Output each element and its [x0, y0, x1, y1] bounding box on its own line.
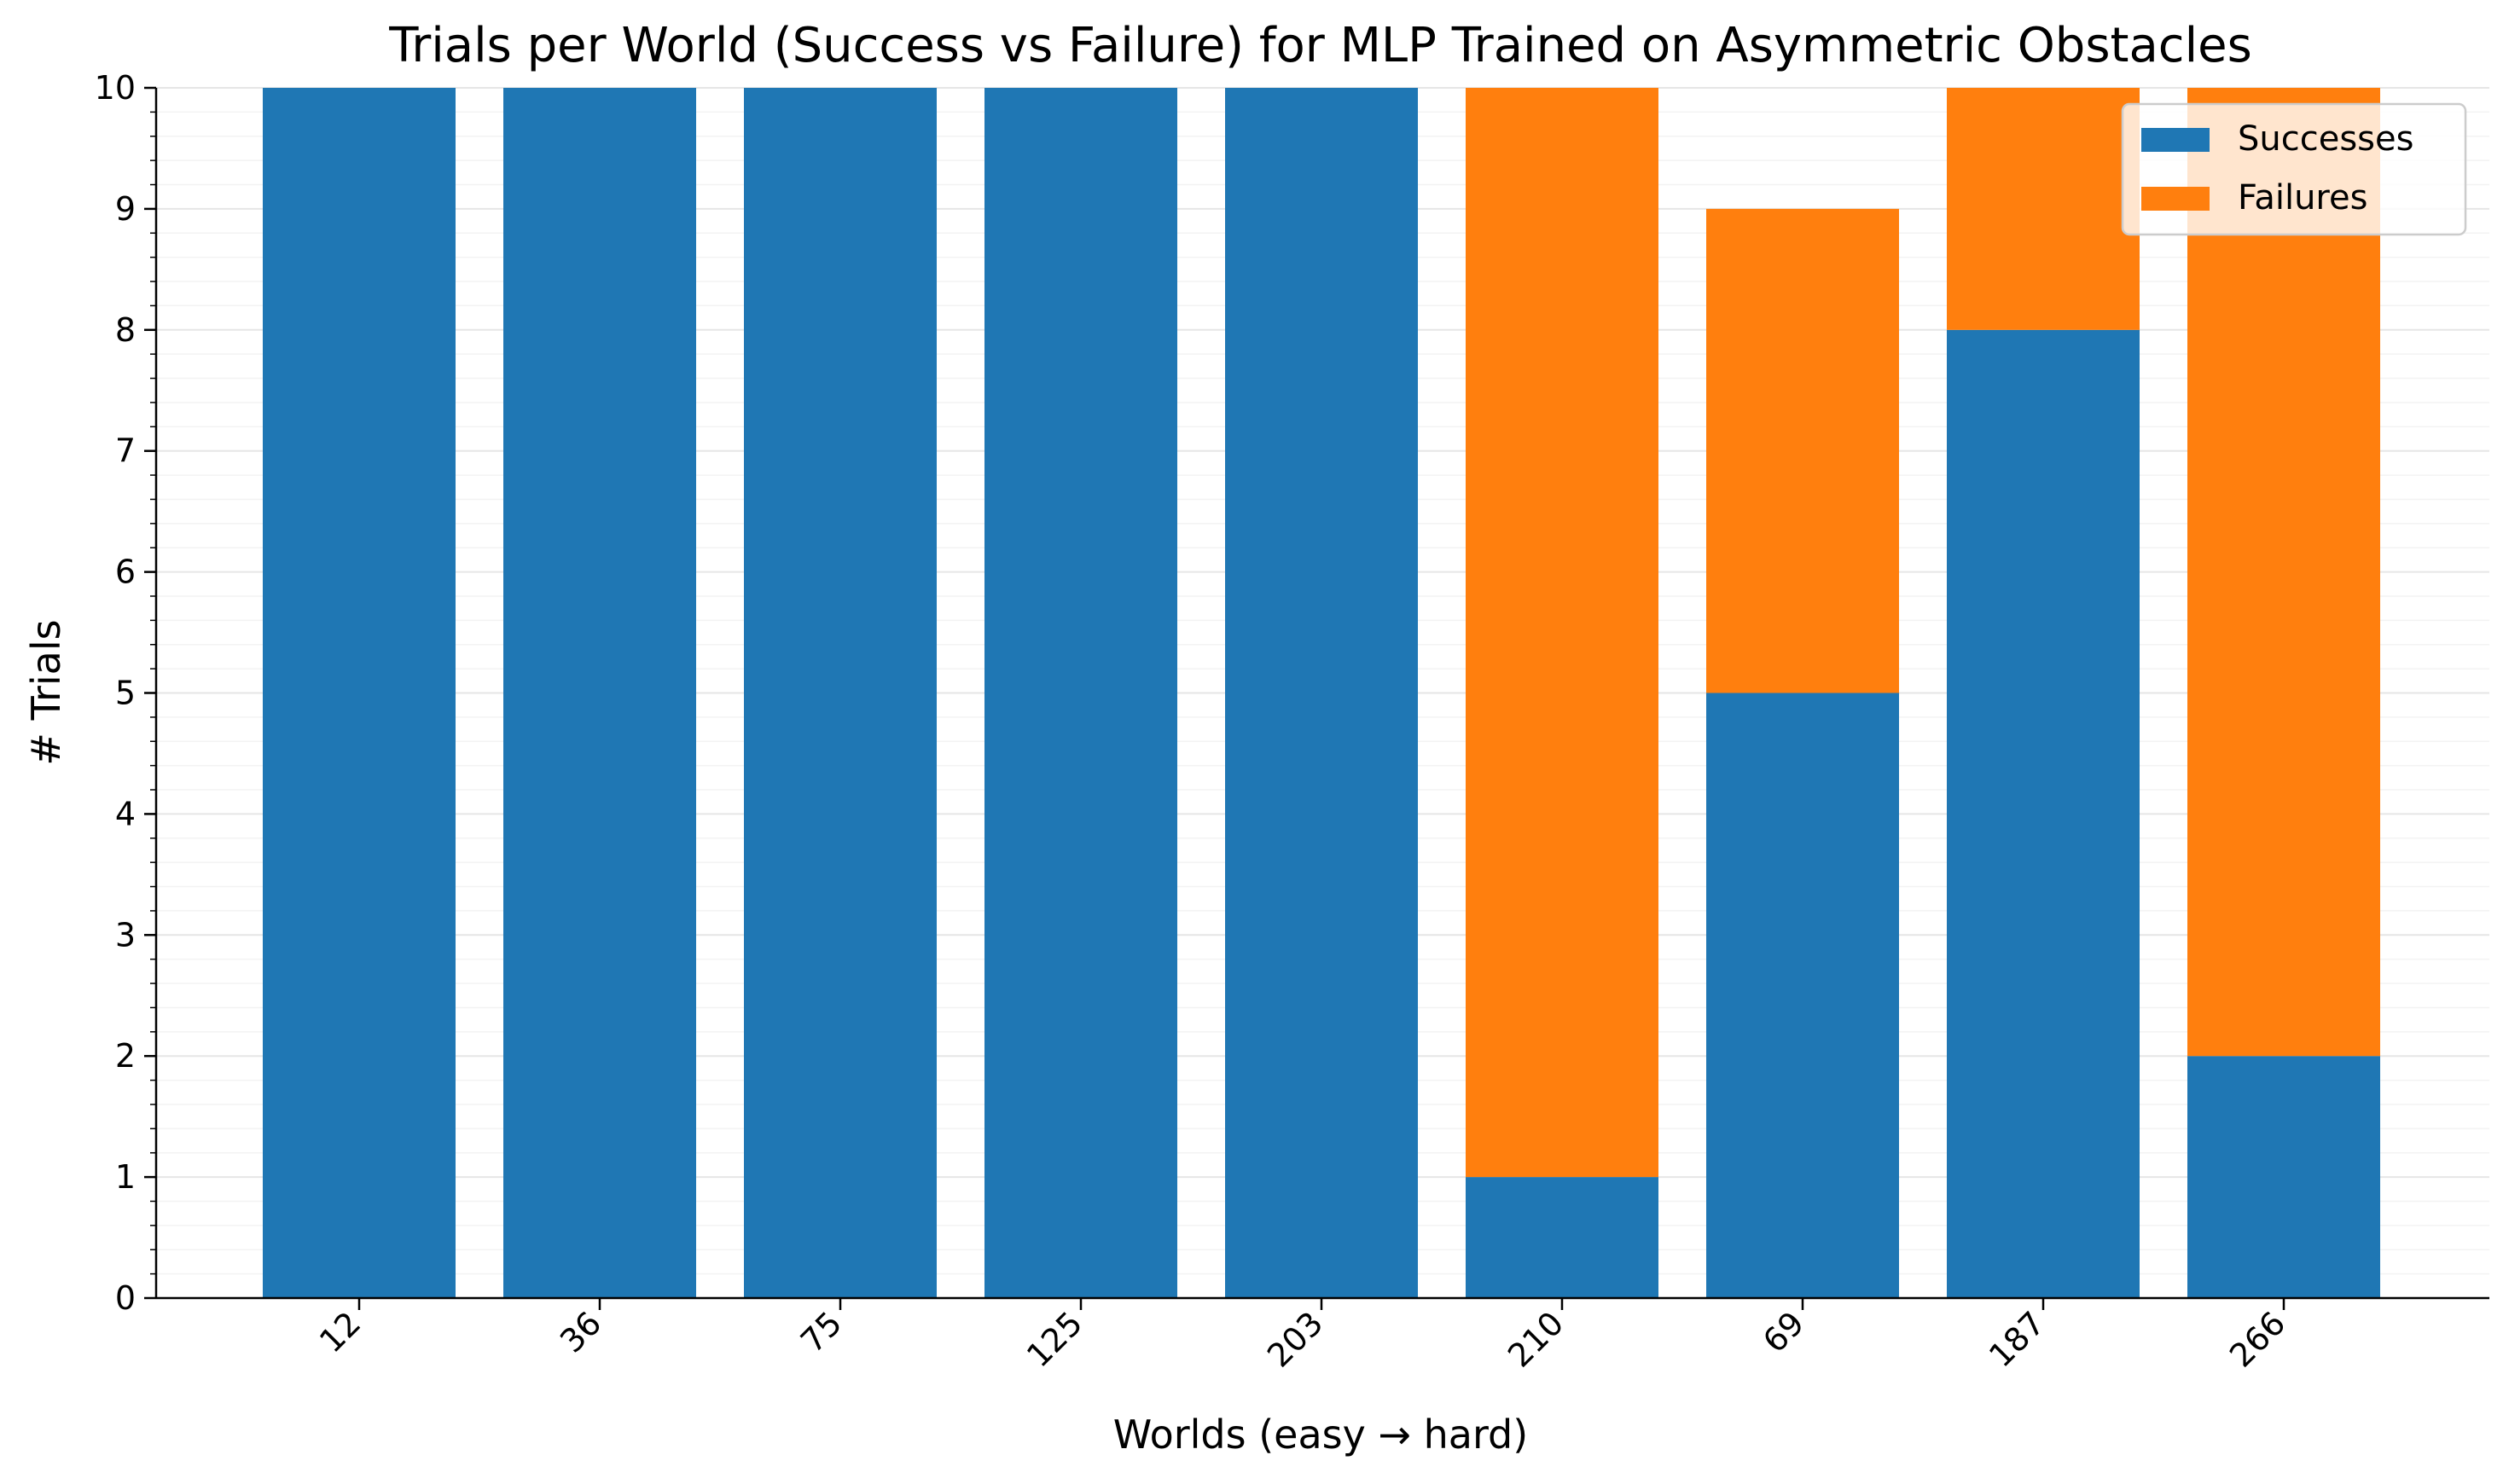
y-tick-label: 2: [115, 1037, 136, 1075]
bar-successes-12: [263, 88, 456, 1298]
bar-failures-210: [1466, 88, 1658, 1178]
x-tick-label: 187: [1982, 1304, 2052, 1374]
bar-successes-69: [1706, 693, 1899, 1298]
bar-successes-75: [744, 88, 937, 1298]
legend-swatch-successes: [2141, 128, 2210, 152]
x-tick-label: 125: [1019, 1304, 1089, 1374]
x-tick-label: 210: [1501, 1304, 1571, 1374]
chart-title: Trials per World (Success vs Failure) fo…: [388, 18, 2252, 73]
y-tick-label: 0: [115, 1279, 136, 1317]
bar-successes-203: [1225, 88, 1418, 1298]
x-tick-label: 75: [793, 1304, 849, 1359]
y-tick-label: 6: [115, 554, 136, 591]
legend-label-successes: Successes: [2238, 119, 2413, 159]
y-tick-label: 1: [115, 1158, 136, 1196]
legend: Successes Failures: [2121, 102, 2467, 236]
bar-successes-187: [1947, 329, 2140, 1298]
x-tick-label: 12: [312, 1304, 368, 1359]
bar-failures-266: [2187, 88, 2380, 1057]
y-tick-label: 3: [115, 916, 136, 954]
bar-successes-125: [984, 88, 1177, 1298]
x-tick-label: 36: [553, 1304, 608, 1359]
bar-successes-36: [503, 88, 696, 1298]
bar-failures-69: [1706, 208, 1899, 693]
y-tick-label: 4: [115, 795, 136, 832]
x-tick-label: 203: [1260, 1304, 1330, 1374]
x-tick-label: 266: [2222, 1304, 2292, 1374]
bars: [263, 88, 2380, 1298]
x-axis-title: Worlds (easy → hard): [1113, 1412, 1528, 1458]
bar-successes-210: [1466, 1177, 1658, 1298]
bar-successes-266: [2187, 1056, 2380, 1298]
y-axis-title: # Trials: [23, 619, 69, 765]
y-tick-label: 9: [115, 190, 136, 228]
bar-failures-187: [1947, 88, 2140, 330]
x-tick-label: 69: [1756, 1304, 1811, 1359]
y-tick-label: 5: [115, 675, 136, 712]
y-tick-label: 8: [115, 311, 136, 349]
y-tick-label: 10: [95, 69, 136, 107]
y-tick-label: 7: [115, 432, 136, 470]
legend-swatch-failures: [2141, 187, 2210, 211]
legend-label-failures: Failures: [2238, 178, 2367, 217]
